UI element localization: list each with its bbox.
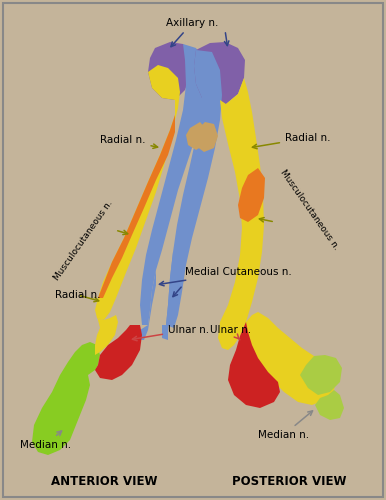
Text: Medial Cutaneous n.: Medial Cutaneous n. [159,267,292,286]
Text: Ulnar n.: Ulnar n. [132,325,209,340]
Polygon shape [140,44,208,325]
Text: Radial n.: Radial n. [100,135,157,148]
Text: Musculocutaneous n.: Musculocutaneous n. [278,168,340,252]
Polygon shape [95,65,180,320]
Polygon shape [186,122,207,150]
Polygon shape [166,50,222,328]
Polygon shape [95,325,142,380]
Polygon shape [300,355,342,395]
Text: ANTERIOR VIEW: ANTERIOR VIEW [51,475,157,488]
Polygon shape [32,342,100,455]
Text: Musculocutaneous n.: Musculocutaneous n. [52,198,114,281]
Polygon shape [315,390,344,420]
Polygon shape [194,122,218,152]
Polygon shape [148,42,192,100]
Polygon shape [238,168,265,222]
Polygon shape [228,322,280,408]
Text: Median n.: Median n. [20,431,71,450]
Text: Median n.: Median n. [258,411,313,440]
Text: POSTERIOR VIEW: POSTERIOR VIEW [232,475,347,488]
Text: Radial n.: Radial n. [55,290,100,302]
Text: Radial n.: Radial n. [252,133,330,148]
Text: Axillary n.: Axillary n. [166,18,218,46]
Polygon shape [194,42,245,106]
Polygon shape [140,270,156,340]
Polygon shape [98,115,175,298]
Polygon shape [218,78,264,350]
Polygon shape [242,312,336,405]
Polygon shape [162,252,174,340]
Polygon shape [95,315,118,355]
Text: Ulnar n.: Ulnar n. [210,325,251,340]
